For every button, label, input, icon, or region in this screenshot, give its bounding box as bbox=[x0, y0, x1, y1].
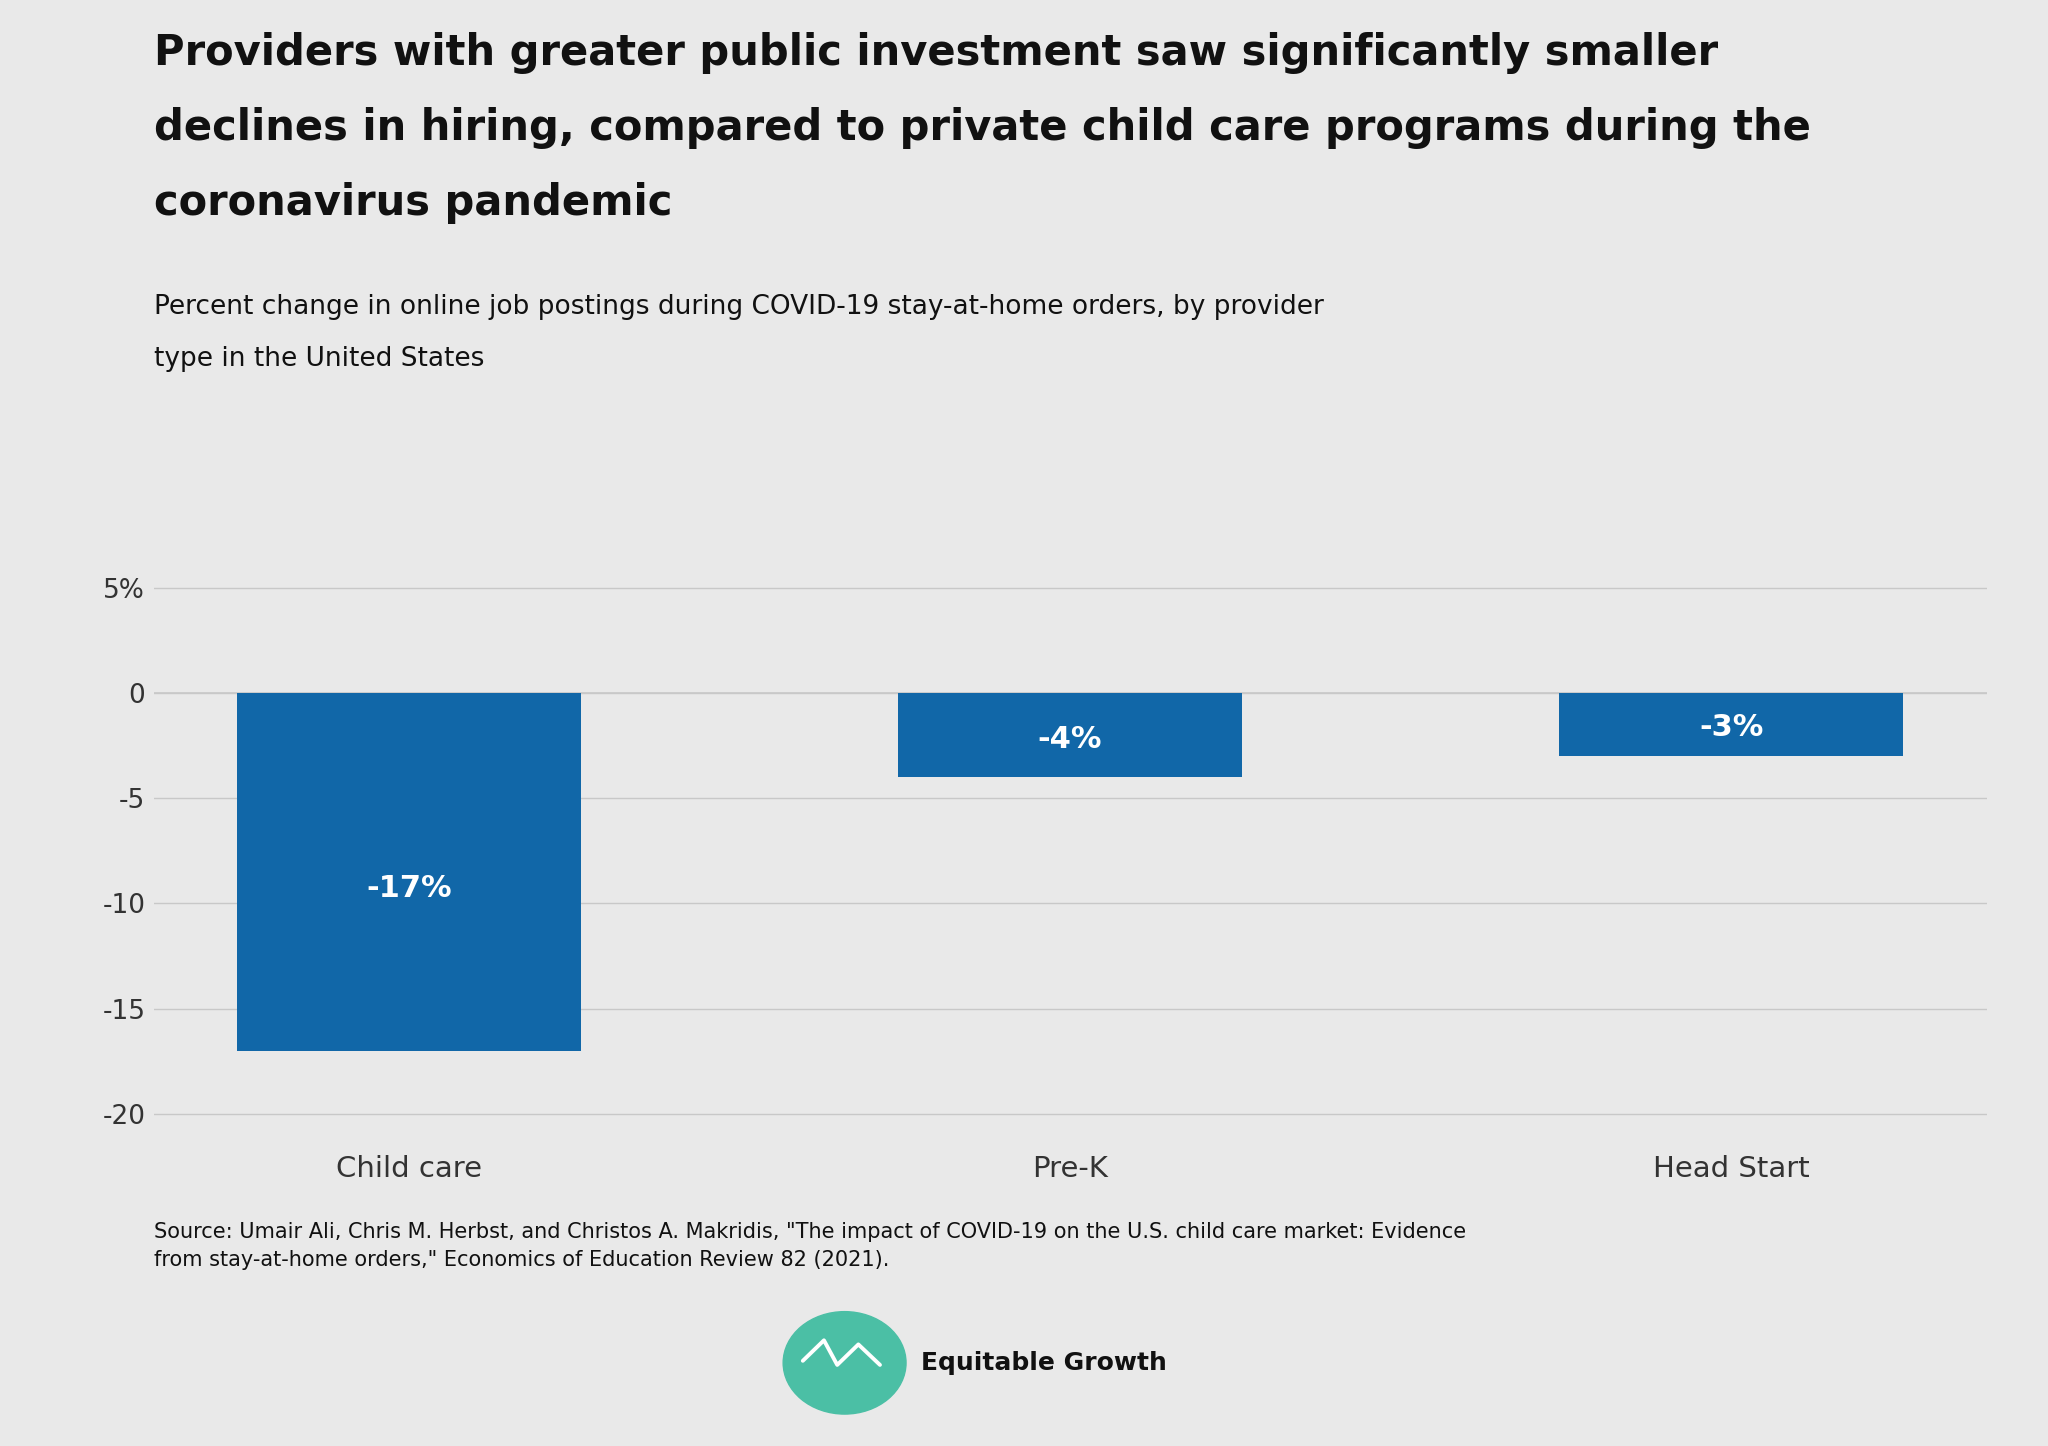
Text: declines in hiring, compared to private child care programs during the: declines in hiring, compared to private … bbox=[154, 107, 1810, 149]
Text: type in the United States: type in the United States bbox=[154, 346, 483, 372]
Circle shape bbox=[782, 1312, 905, 1414]
Bar bbox=[238, 693, 582, 1051]
Bar bbox=[1559, 693, 1903, 756]
Text: Source: Umair Ali, Chris M. Herbst, and Christos A. Makridis, "The impact of COV: Source: Umair Ali, Chris M. Herbst, and … bbox=[154, 1222, 1466, 1270]
Text: -4%: -4% bbox=[1038, 724, 1102, 753]
Text: Equitable Growth: Equitable Growth bbox=[922, 1351, 1167, 1375]
Text: coronavirus pandemic: coronavirus pandemic bbox=[154, 182, 672, 224]
Text: -17%: -17% bbox=[367, 875, 453, 904]
Text: Percent change in online job postings during COVID-19 stay-at-home orders, by pr: Percent change in online job postings du… bbox=[154, 294, 1323, 320]
Text: Providers with greater public investment saw significantly smaller: Providers with greater public investment… bbox=[154, 32, 1718, 74]
Bar bbox=[899, 693, 1241, 777]
Text: -3%: -3% bbox=[1700, 713, 1763, 742]
